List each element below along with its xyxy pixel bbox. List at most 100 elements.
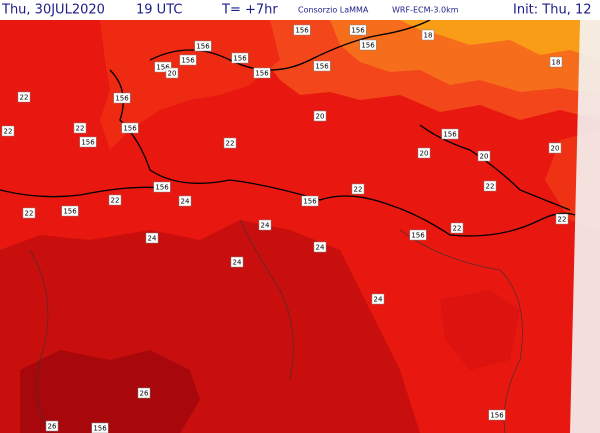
label-box [371,293,385,305]
contour-label: 22 [20,94,29,102]
label-box [17,91,31,103]
contour-label: 18 [552,59,561,67]
contour-label: 24 [316,244,325,252]
contour-label: 156 [81,139,95,147]
contour-label: 20 [480,153,489,161]
label-box [441,128,459,140]
contour-label: 22 [226,140,235,148]
label-box [258,219,272,231]
contour-label: 24 [261,222,270,230]
contour-label: 20 [316,113,325,121]
label-box [165,67,179,79]
label-box [230,256,244,268]
header-bar [0,0,600,20]
header-step: T= +7hr [221,3,278,18]
contour-label: 24 [233,259,242,267]
header-init: Init: Thu, 12 [513,3,592,18]
contour-label: 156 [93,425,107,433]
contour-label: 22 [4,128,13,136]
label-box [421,29,435,41]
label-box [253,67,271,79]
contour-label: 22 [111,197,120,205]
contour-label: 22 [486,183,495,191]
label-box [1,125,15,137]
label-box [417,147,431,159]
contour-label: 156 [155,184,169,192]
label-box [145,232,159,244]
contour-label: 156 [63,208,77,216]
contour-label: 20 [551,145,560,153]
contour-label: 26 [48,423,57,431]
label-box [45,420,59,432]
label-box [409,229,427,241]
label-box [555,213,569,225]
label-box [153,181,171,193]
label-box [483,180,497,192]
contour-label: 156 [123,125,137,133]
label-box [349,24,367,36]
contour-label: 22 [76,125,85,133]
borders [29,219,523,433]
label-box [179,54,197,66]
label-box [450,222,464,234]
contour-label: 156 [156,64,170,72]
contour-label: 156 [490,412,504,420]
header-model: WRF-ECM-3.0km [392,6,459,15]
contour-label: 156 [351,27,365,35]
label-box [108,194,122,206]
label-box [194,40,212,52]
contour-label: 156 [295,27,309,35]
label-box [137,387,151,399]
label-box [178,195,192,207]
label-box [154,61,172,73]
contour-label: 22 [25,210,34,218]
contour-label: 22 [354,186,363,194]
label-box [113,92,131,104]
contour-label: 156 [255,70,269,78]
label-box [231,52,249,64]
contour-label: 156 [196,43,210,51]
label-box [301,195,319,207]
label-box [351,183,365,195]
label-box [359,39,377,51]
label-box [477,150,491,162]
contour-label: 156 [443,131,457,139]
header-source: Consorzio LaMMA [298,6,369,15]
label-box [223,137,237,149]
label-box [313,60,331,72]
label-box [91,422,109,433]
label-box [73,122,87,134]
label-box [121,122,139,134]
map-field [0,20,600,433]
contour-label: 18 [424,32,433,40]
label-box [79,136,97,148]
label-box [313,241,327,253]
contour-label: 156 [233,55,247,63]
contour-label: 156 [181,57,195,65]
contour-label: 24 [374,296,383,304]
header-time: 19 UTC [136,3,182,18]
contour-label: 22 [558,216,567,224]
contour-label: 24 [148,235,157,243]
label-box [549,56,563,68]
contour-label: 156 [411,232,425,240]
label-box [488,409,506,421]
label-box [293,24,311,36]
contour-label: 24 [181,198,190,206]
contour-label: 156 [361,42,375,50]
label-box [22,207,36,219]
header-date: Thu, 30JUL2020 [1,3,105,18]
contour-label: 156 [115,95,129,103]
label-box [313,110,327,122]
contour-label: 20 [168,70,177,78]
contour-label: 22 [453,225,462,233]
contour-label: 156 [303,198,317,206]
contour-label: 156 [315,63,329,71]
label-box [61,205,79,217]
contour-label: 26 [140,390,149,398]
label-box [548,142,562,154]
contour-label: 20 [420,150,429,158]
